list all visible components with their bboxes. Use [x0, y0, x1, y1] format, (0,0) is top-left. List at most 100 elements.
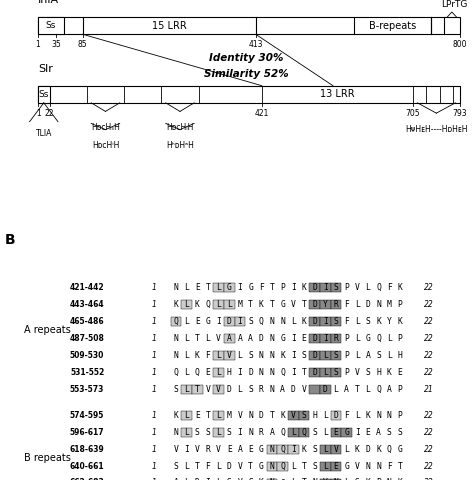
Text: L: L	[184, 462, 189, 470]
Text: T: T	[195, 385, 200, 394]
Text: D: D	[195, 479, 200, 480]
Text: K: K	[259, 300, 264, 309]
Bar	[320, 351, 331, 360]
Text: V: V	[216, 334, 221, 343]
Text: D: D	[312, 283, 317, 292]
Bar	[331, 479, 341, 480]
Text: Slr: Slr	[38, 64, 53, 74]
Bar	[213, 428, 224, 437]
Text: I: I	[323, 334, 328, 343]
Text: L: L	[216, 283, 221, 292]
Text: S: S	[365, 368, 370, 377]
Text: N: N	[270, 351, 274, 360]
Text: L: L	[365, 385, 370, 394]
Text: L: L	[365, 283, 370, 292]
Text: N: N	[312, 479, 317, 480]
Text: L: L	[237, 351, 242, 360]
Text: I: I	[291, 444, 296, 454]
Bar	[309, 283, 320, 292]
Text: N: N	[259, 368, 264, 377]
Text: E: E	[398, 368, 402, 377]
Text: HᴅᴄHₗH: HᴅᴄHₗH	[166, 123, 194, 132]
Text: G: G	[344, 462, 349, 470]
Text: L: L	[184, 410, 189, 420]
Text: G: G	[280, 334, 285, 343]
Text: 1: 1	[152, 283, 156, 292]
Text: F: F	[259, 283, 264, 292]
Text: 1: 1	[152, 368, 156, 377]
Text: 574-595: 574-595	[70, 410, 104, 420]
Text: Y: Y	[323, 300, 328, 309]
Text: 1: 1	[36, 40, 40, 49]
Text: T: T	[398, 462, 402, 470]
Bar	[213, 351, 224, 360]
Text: A: A	[344, 385, 349, 394]
Text: F: F	[387, 283, 392, 292]
Text: P: P	[344, 351, 349, 360]
Text: D: D	[323, 385, 328, 394]
Text: 465-486: 465-486	[70, 317, 104, 326]
Text: F: F	[344, 300, 349, 309]
Text: M: M	[387, 300, 392, 309]
Text: V: V	[173, 444, 178, 454]
Bar	[320, 385, 331, 394]
Text: E: E	[334, 428, 338, 437]
Bar	[235, 317, 246, 326]
Text: T: T	[270, 300, 274, 309]
Text: B-repeats: B-repeats	[369, 21, 416, 31]
Text: S: S	[334, 351, 338, 360]
Text: K: K	[195, 300, 200, 309]
Text: L: L	[323, 462, 328, 470]
Text: Q: Q	[376, 334, 381, 343]
Text: N: N	[270, 479, 274, 480]
Text: 596-617: 596-617	[70, 428, 104, 437]
Text: A: A	[237, 334, 242, 343]
Text: D: D	[312, 300, 317, 309]
Text: E: E	[301, 334, 306, 343]
Text: S: S	[355, 479, 360, 480]
Text: V: V	[301, 385, 306, 394]
Text: K: K	[355, 444, 360, 454]
Text: N: N	[248, 428, 253, 437]
Text: V: V	[237, 479, 242, 480]
Text: L: L	[323, 428, 328, 437]
Text: S: S	[376, 351, 381, 360]
Text: D: D	[259, 334, 264, 343]
Bar	[331, 410, 341, 420]
Text: Q: Q	[173, 317, 178, 326]
Text: L: L	[184, 428, 189, 437]
Bar	[192, 385, 203, 394]
Text: D: D	[227, 462, 232, 470]
Bar	[266, 479, 277, 480]
Text: E: E	[195, 283, 200, 292]
Text: R: R	[259, 428, 264, 437]
Bar	[299, 428, 309, 437]
Text: Q: Q	[280, 428, 285, 437]
Text: V: V	[291, 300, 296, 309]
Text: T: T	[301, 462, 306, 470]
Text: 1: 1	[36, 109, 41, 118]
Bar	[181, 410, 192, 420]
Text: P: P	[344, 334, 349, 343]
Bar	[277, 462, 288, 470]
Text: Similarity 52%: Similarity 52%	[204, 69, 289, 79]
Text: 800: 800	[453, 40, 467, 49]
Text: HʰᴅHᵃH: HʰᴅHᵃH	[166, 141, 194, 150]
Text: D: D	[312, 351, 317, 360]
Text: V: V	[216, 385, 221, 394]
Text: 421-442: 421-442	[70, 283, 104, 292]
Text: R: R	[334, 300, 338, 309]
Bar	[320, 283, 331, 292]
Bar	[331, 428, 341, 437]
Text: L: L	[184, 317, 189, 326]
Text: L: L	[184, 334, 189, 343]
Text: Ss: Ss	[46, 21, 56, 30]
Text: 1: 1	[152, 351, 156, 360]
Text: L: L	[291, 479, 296, 480]
Text: P: P	[398, 385, 402, 394]
Text: G: G	[206, 317, 210, 326]
Text: D: D	[248, 368, 253, 377]
Text: D: D	[312, 368, 317, 377]
Text: A: A	[237, 444, 242, 454]
Bar	[320, 368, 331, 377]
